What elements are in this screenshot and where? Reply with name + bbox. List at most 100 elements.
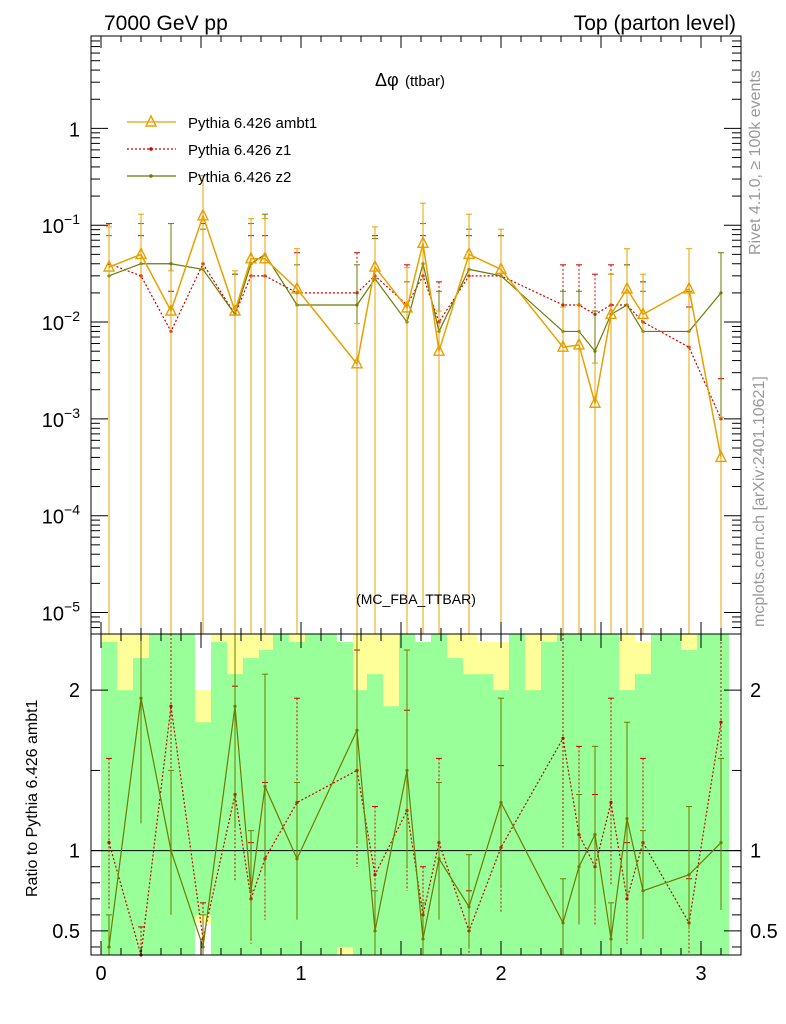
- uncertainty-band-inner: [509, 634, 525, 955]
- ratio-y-tick-label-left: 2: [69, 680, 80, 702]
- data-point-ambt1: [196, 208, 210, 221]
- uncertainty-band-inner: [243, 658, 259, 955]
- legend-marker: [149, 147, 153, 151]
- ratio-data-point: [561, 736, 565, 740]
- y-tick-label: 10−3: [42, 405, 80, 432]
- y-tick-label: 10−5: [42, 599, 80, 626]
- data-point-ambt1: [494, 261, 508, 275]
- uncertainty-band-inner: [179, 634, 195, 955]
- legend-label: Pythia 6.426 z2: [188, 169, 291, 186]
- uncertainty-band-inner: [651, 634, 667, 955]
- uncertainty-band-inner: [195, 722, 211, 915]
- uncertainty-band-inner: [321, 634, 337, 955]
- uncertainty-band-inner: [337, 642, 353, 947]
- ratio-data-point: [233, 704, 237, 708]
- data-point-ambt1: [290, 281, 304, 294]
- uncertainty-band-inner: [383, 706, 399, 955]
- ratio-data-point: [139, 696, 143, 700]
- ratio-data-point: [263, 784, 267, 789]
- data-point-ambt1: [432, 343, 446, 356]
- data-point-ambt1: [588, 395, 602, 408]
- ratio-data-point: [249, 889, 253, 893]
- y-tick-label: 10−2: [42, 308, 80, 335]
- watermark-label: (MC_FBA_TTBAR): [356, 591, 476, 607]
- data-point-ambt1: [462, 246, 476, 260]
- uncertainty-band-inner: [415, 642, 431, 955]
- uncertainty-band-inner: [667, 634, 681, 955]
- ratio-y-tick-label-right: 1: [750, 841, 761, 863]
- uncertainty-band-inner: [697, 634, 713, 955]
- series-line-2: [108, 253, 722, 353]
- uncertainty-band-inner: [259, 650, 273, 955]
- data-point-ambt1: [572, 337, 586, 350]
- ratio-data-point: [107, 841, 111, 845]
- ratio-data-point: [295, 857, 299, 861]
- ratio-data-point: [355, 728, 359, 732]
- data-point-ambt1: [164, 303, 178, 316]
- x-tick-label: 1: [295, 963, 306, 985]
- ratio-data-point: [201, 945, 205, 949]
- ratio-data-point: [719, 720, 723, 724]
- data-point-ambt1: [400, 300, 414, 313]
- series-line-0: [108, 213, 722, 458]
- source-reference-label: mcplots.cern.ch [arXiv:2401.10621]: [751, 376, 768, 627]
- legend: Pythia 6.426 ambt1 Pythia 6.426 z1 Pythia …: [127, 114, 317, 186]
- data-point-z2: [719, 291, 723, 295]
- ratio-y-axis-label: Ratio to Pythia 6.426 ambt1: [24, 699, 41, 897]
- data-point-ambt1: [134, 246, 148, 260]
- ratio-data-point: [593, 833, 597, 837]
- ratio-data-point: [373, 929, 377, 933]
- data-point-z2: [355, 303, 359, 307]
- ratio-y-tick-label-left: 1: [69, 841, 80, 863]
- uncertainty-band-inner: [541, 642, 557, 955]
- ratio-data-point: [421, 937, 425, 941]
- ratio-data-point: [169, 704, 173, 708]
- ratio-data-point: [641, 889, 645, 893]
- main-plot-panel: 10−5 10−4 10−3 10−2 10−1 1 (MC_FBA_TTBAR) Δφ …: [42, 35, 742, 635]
- x-tick-label: 3: [695, 963, 706, 985]
- data-point-ambt1: [228, 303, 242, 316]
- data-point-ambt1: [714, 449, 728, 463]
- uncertainty-band-inner: [149, 634, 163, 955]
- uncertainty-band-inner: [447, 658, 463, 955]
- legend-marker: [144, 114, 158, 127]
- ratio-data-point: [625, 897, 629, 901]
- plot-title-symbol: Δφ: [375, 70, 399, 90]
- data-point-z2: [593, 349, 597, 353]
- plot-title-suffix: (ttbar): [405, 73, 445, 90]
- ratio-data-point: [609, 800, 613, 805]
- ratio-plot-frame: [90, 633, 742, 956]
- observable-level-label: Top (parton level): [574, 12, 736, 35]
- ratio-data-point: [373, 873, 377, 877]
- data-point-ambt1: [556, 339, 570, 352]
- ratio-y-tick-label-right: 2: [750, 680, 761, 702]
- ratio-y-tick-label-left: 0.5: [52, 921, 80, 943]
- ratio-plot-panel: 0.5 0.5 1 1 2 2 0 1 2 3 Ratio to Pythia 6.426 amb…: [24, 633, 778, 985]
- data-point-ambt1: [350, 356, 364, 369]
- uncertainty-band-inner: [525, 690, 541, 955]
- legend-label: Pythia 6.426 ambt1: [188, 115, 317, 132]
- data-point-ambt1: [636, 306, 650, 320]
- uncertainty-band-inner: [211, 642, 227, 955]
- uncertainty-band-inner: [273, 634, 289, 955]
- y-tick-label: 10−4: [42, 502, 80, 529]
- data-point-ambt1: [368, 259, 382, 272]
- uncertainty-band-inner: [681, 650, 697, 955]
- x-tick-label: 0: [95, 963, 106, 985]
- ratio-data-point: [107, 945, 111, 949]
- ratio-data-point: [437, 857, 441, 861]
- ratio-series-line-0: [108, 706, 722, 956]
- ratio-data-point: [609, 937, 613, 941]
- x-tick-label: 2: [495, 963, 506, 985]
- ratio-data-point: [719, 841, 723, 845]
- uncertainty-band-inner: [463, 674, 477, 955]
- data-point-ambt1: [604, 306, 618, 320]
- y-tick-label: 10−1: [42, 211, 80, 238]
- ratio-data-point: [577, 865, 581, 869]
- data-point-ambt1: [682, 281, 696, 294]
- data-point-ambt1: [620, 281, 634, 294]
- ratio-data-point: [405, 768, 409, 773]
- data-point-ambt1: [244, 251, 258, 264]
- ratio-data-point: [625, 816, 629, 821]
